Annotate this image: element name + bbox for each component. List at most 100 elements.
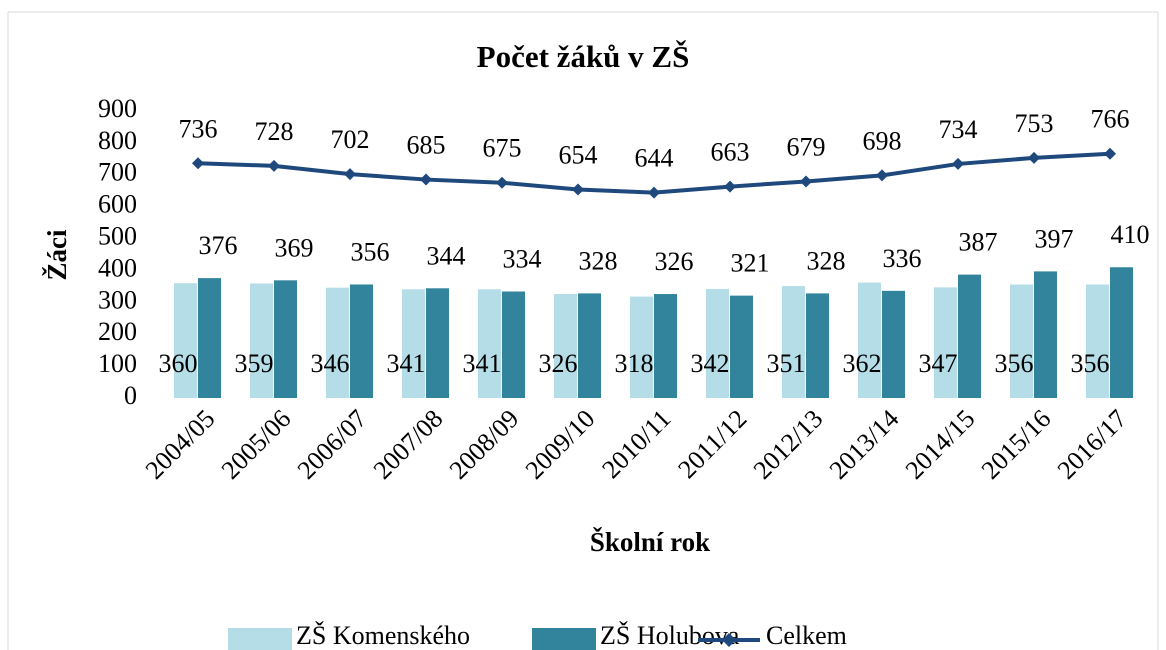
data-label: 397 — [1035, 224, 1074, 253]
data-label: 342 — [691, 349, 730, 378]
bar — [402, 289, 425, 398]
data-label: 753 — [1015, 109, 1054, 138]
y-tick-label: 200 — [98, 317, 137, 346]
data-label: 347 — [919, 349, 958, 378]
legend-label: ZŠ Komenského — [296, 621, 470, 650]
marker — [572, 183, 584, 196]
y-tick-label: 500 — [98, 222, 137, 251]
marker — [724, 180, 736, 193]
data-label: 766 — [1091, 105, 1130, 134]
bar — [934, 287, 957, 398]
data-label: 356 — [1071, 349, 1110, 378]
data-label: 341 — [463, 349, 502, 378]
y-axis-title: Žáci — [42, 229, 72, 280]
data-label: 356 — [351, 237, 390, 266]
data-label: 362 — [843, 349, 882, 378]
data-label: 346 — [311, 349, 350, 378]
y-tick-label: 600 — [98, 190, 137, 219]
data-label: 728 — [255, 117, 294, 146]
x-axis-title: Školní rok — [590, 527, 710, 557]
data-label: 321 — [731, 249, 770, 278]
data-label: 734 — [939, 115, 978, 144]
y-tick-label: 100 — [98, 349, 137, 378]
data-label: 356 — [995, 349, 1034, 378]
x-tick-label: 2004/05 — [140, 404, 221, 485]
bar — [1034, 271, 1057, 398]
data-label: 328 — [579, 246, 618, 275]
y-tick-label: 700 — [98, 158, 137, 187]
data-label: 644 — [635, 144, 674, 173]
data-label: 675 — [483, 134, 522, 163]
bar — [578, 293, 601, 398]
x-tick-label: 2006/07 — [292, 404, 373, 485]
bar — [478, 289, 501, 398]
data-label: 376 — [199, 231, 238, 260]
data-label: 318 — [615, 349, 654, 378]
data-label: 351 — [767, 349, 806, 378]
x-tick-label: 2015/16 — [976, 404, 1057, 485]
data-label: 359 — [235, 349, 274, 378]
data-label: 410 — [1111, 220, 1150, 249]
data-label: 663 — [711, 138, 750, 167]
x-tick-label: 2014/15 — [900, 404, 981, 485]
data-label: 736 — [179, 114, 218, 143]
data-label: 336 — [883, 244, 922, 273]
marker — [420, 173, 432, 186]
data-label: 654 — [559, 140, 598, 169]
x-tick-label: 2013/14 — [824, 404, 905, 485]
bar — [426, 288, 449, 398]
bar — [1110, 267, 1133, 398]
data-label: 679 — [787, 132, 826, 161]
bar — [782, 286, 805, 398]
data-label: 698 — [863, 126, 902, 155]
y-tick-label: 0 — [124, 381, 137, 410]
marker — [268, 159, 280, 172]
data-label: 341 — [387, 349, 426, 378]
bar — [730, 295, 753, 398]
marker — [192, 157, 204, 170]
bar — [1086, 284, 1109, 398]
x-tick-label: 2007/08 — [368, 404, 449, 485]
data-label: 387 — [959, 228, 998, 257]
x-tick-label: 2012/13 — [748, 404, 829, 485]
data-label: 334 — [503, 244, 542, 273]
bar — [502, 291, 525, 398]
bar — [630, 296, 653, 398]
bar — [274, 280, 297, 398]
legend-swatch — [722, 633, 736, 647]
bar — [654, 294, 677, 398]
legend-swatch — [228, 628, 292, 650]
bar — [326, 287, 349, 398]
x-tick-label: 2011/12 — [672, 404, 752, 484]
bar — [706, 288, 729, 398]
marker — [800, 175, 812, 188]
x-tick-label: 2005/06 — [216, 404, 297, 485]
legend-label: Celkem — [766, 621, 847, 650]
data-label: 328 — [807, 246, 846, 275]
marker — [1028, 151, 1040, 164]
bar — [882, 290, 905, 398]
bar — [174, 283, 197, 398]
y-tick-label: 900 — [98, 94, 137, 123]
bar — [806, 293, 829, 398]
marker — [496, 176, 508, 189]
data-label: 326 — [539, 349, 578, 378]
data-label: 344 — [427, 241, 466, 270]
chart-title: Počet žáků v ZŠ — [477, 39, 690, 74]
data-label: 326 — [655, 247, 694, 276]
bar — [250, 283, 273, 398]
y-tick-label: 800 — [98, 126, 137, 155]
legend-swatch — [532, 628, 596, 650]
x-tick-label: 2009/10 — [520, 404, 601, 485]
data-label: 702 — [331, 125, 370, 154]
bar — [198, 278, 221, 398]
marker — [876, 169, 888, 182]
data-label: 685 — [407, 131, 446, 160]
x-tick-label: 2016/17 — [1052, 404, 1133, 485]
bar — [958, 274, 981, 398]
bar — [858, 282, 881, 398]
data-label: 369 — [275, 233, 314, 262]
marker — [344, 168, 356, 181]
